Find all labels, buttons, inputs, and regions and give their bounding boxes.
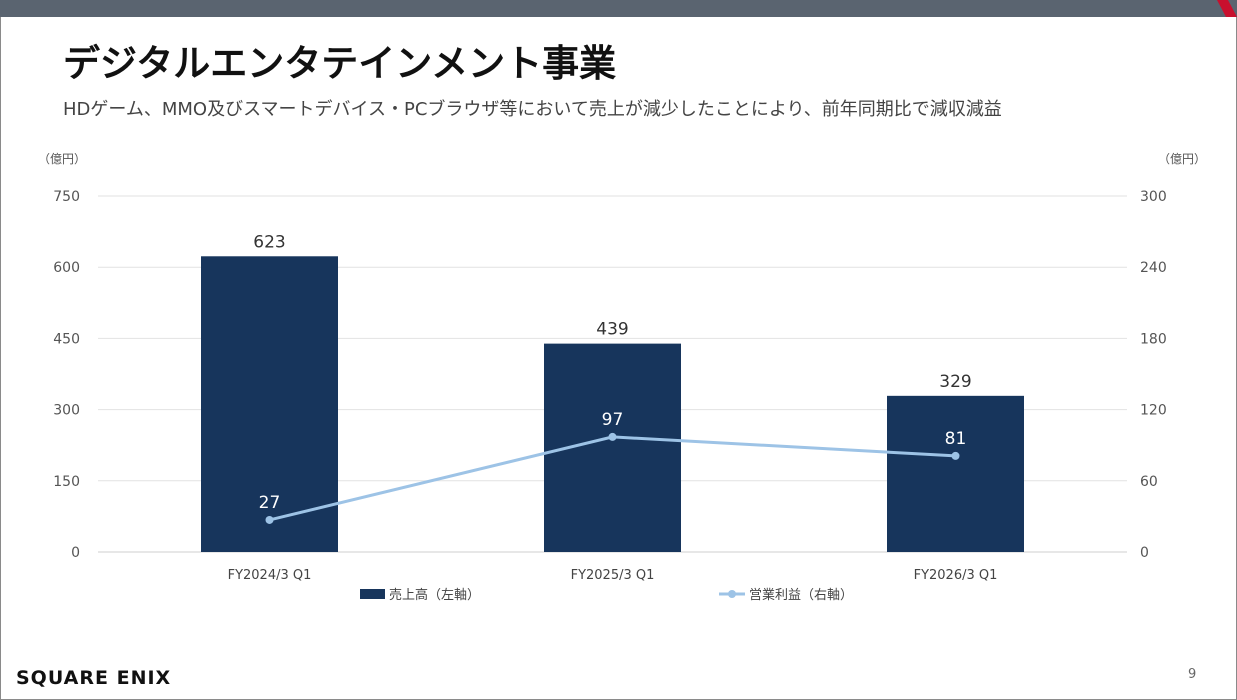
company-logo: SQUARE ENIX [16,667,172,689]
bar [887,395,1024,552]
y-right-tick-label: 240 [1140,260,1167,276]
line-data-label: 27 [259,493,281,513]
y-left-tick-label: 600 [53,260,80,276]
legend-swatch-line-marker [728,590,736,598]
y-right-tick-label: 180 [1140,331,1167,347]
x-tick-label: FY2026/3 Q1 [914,568,998,583]
y-left-tick-label: 450 [53,331,80,347]
legend-label-line: 営業利益（右軸） [749,587,853,603]
combo-chart: 0 150 300 450 600 750 0 60 120 180 240 300 （億円） （億円） 6… [38,152,1206,603]
y-right-tick-label: 0 [1140,545,1149,561]
y-right-tick-label: 300 [1140,189,1167,205]
legend-label-bar: 売上高（左軸） [389,587,480,603]
x-tick-label: FY2024/3 Q1 [228,568,312,583]
line-data-label: 81 [945,429,967,449]
y-right-tick-label: 60 [1140,474,1158,490]
line-point [265,515,274,524]
bar [201,256,338,552]
slide-title: デジタルエンタテインメント事業 [63,42,617,85]
y-left-tick-label: 0 [71,545,80,561]
y-left-tick-label: 750 [53,189,80,205]
bar-data-label: 329 [939,372,971,392]
y-left-tick-label: 300 [53,403,80,419]
y-right-unit: （億円） [1158,152,1206,166]
y-right-tick-label: 120 [1140,403,1167,419]
bar-data-label: 623 [253,232,285,252]
top-bar [0,0,1237,17]
legend-swatch-bar [360,589,385,599]
corner-accent [1217,0,1237,17]
y-left-tick-label: 150 [53,474,80,490]
bar-data-label: 439 [596,320,628,340]
y-left-unit: （億円） [38,152,86,166]
page-number: 9 [1188,667,1197,682]
line-point [608,432,617,441]
line-data-label: 97 [602,410,624,430]
line-point [951,451,960,460]
x-tick-label: FY2025/3 Q1 [571,568,655,583]
slide-subtitle: HDゲーム、MMO及びスマートデバイス・PCブラウザ等において売上が減少したこと… [63,99,1002,120]
